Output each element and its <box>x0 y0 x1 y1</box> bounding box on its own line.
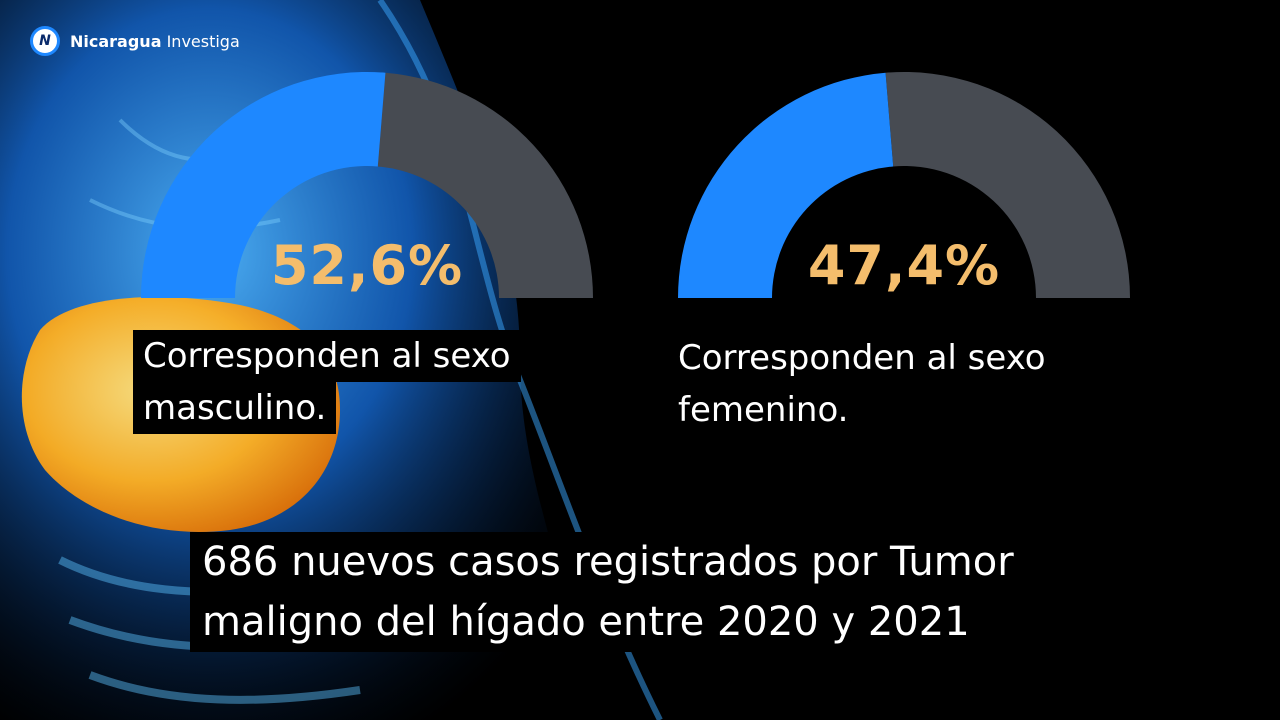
gauge-track-male <box>377 72 593 298</box>
gauge-track-female <box>885 72 1130 299</box>
caption-female-line-1: Corresponden al sexo <box>678 338 1046 378</box>
caption-male-line-2: masculino. <box>133 382 337 434</box>
brand-logo: N Nicaragua Investiga <box>30 26 240 56</box>
headline-line-1: 686 nuevos casos registrados por Tumor <box>190 532 1026 592</box>
logo-badge-icon: N <box>30 26 60 56</box>
caption-male: Corresponden al sexo masculino. <box>133 330 521 434</box>
caption-female-line-2: femenino. <box>678 390 849 430</box>
headline: 686 nuevos casos registrados por Tumor m… <box>190 532 1026 652</box>
brand-name-rest: Investiga <box>166 31 240 51</box>
gauge-fill-male <box>141 71 386 298</box>
gauge-fill-female <box>678 72 894 298</box>
gauge-percent-male: 52,6% <box>270 234 464 297</box>
headline-line-2: maligno del hígado entre 2020 y 2021 <box>190 592 982 652</box>
brand-name: Nicaragua Investiga <box>70 32 240 51</box>
caption-male-line-1: Corresponden al sexo <box>133 330 521 382</box>
brand-name-bold: Nicaragua <box>70 31 162 51</box>
caption-female: Corresponden al sexo femenino. <box>668 332 1056 436</box>
gauge-percent-female: 47,4% <box>807 234 1001 297</box>
